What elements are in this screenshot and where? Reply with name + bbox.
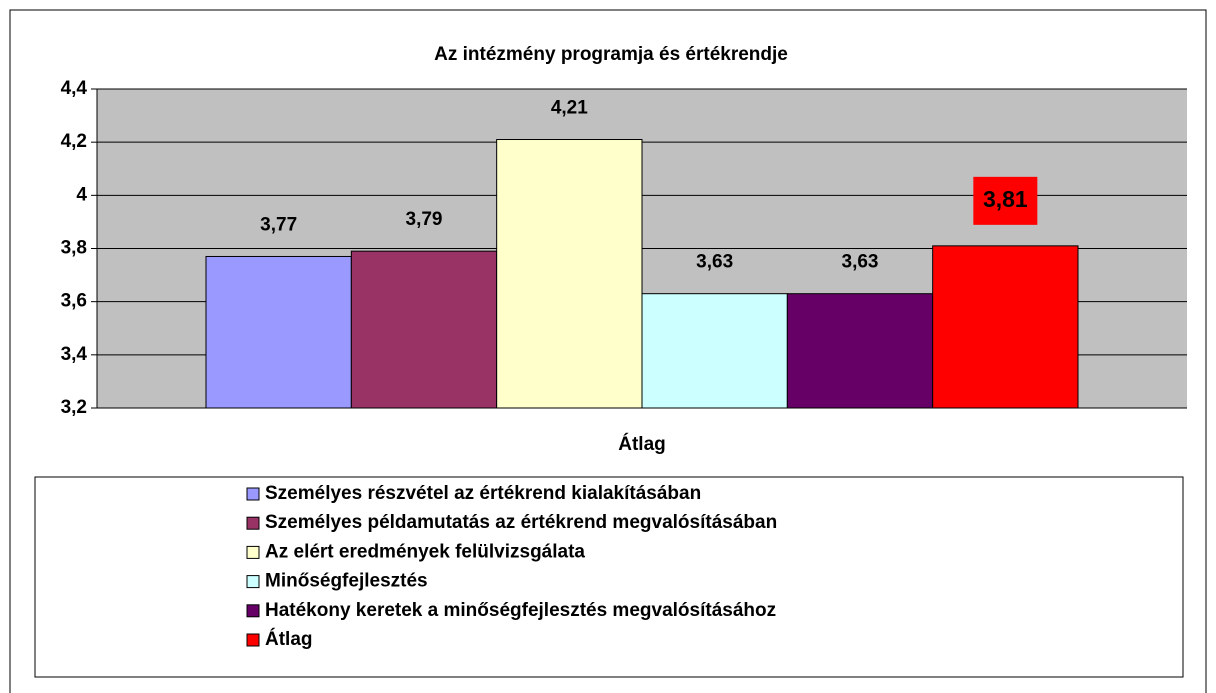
bar [496, 139, 643, 409]
data-label: 4,21 [551, 98, 588, 119]
y-tick-label: 4,2 [61, 131, 87, 152]
y-tick-label: 3,6 [61, 291, 87, 312]
bar [350, 250, 498, 409]
bar [641, 293, 788, 409]
data-label: 3,63 [696, 252, 733, 273]
legend-marker [246, 633, 260, 647]
data-label: 3,81 [983, 186, 1028, 212]
data-label: 3,77 [260, 214, 297, 235]
y-tick-label: 3,4 [61, 344, 88, 365]
y-tick-label: 4 [76, 184, 87, 205]
legend-box [34, 476, 1184, 678]
legend-marker [246, 545, 260, 559]
y-tick-label: 3,8 [61, 238, 87, 259]
data-label: 3,63 [842, 252, 879, 273]
chart-title: Az intézmény programja és értékrendje [434, 44, 788, 65]
legend-label: Személyes részvétel az értékrend kialakí… [265, 483, 701, 504]
data-label-background [973, 176, 1038, 225]
legend-label: Hatékony keretek a minőségfejlesztés meg… [265, 600, 776, 621]
legend-marker [246, 487, 260, 501]
x-tick-label: Átlag [618, 433, 666, 455]
legend-label: Személyes példamutatás az értékrend megv… [265, 512, 777, 533]
bar [205, 255, 352, 409]
legend-label: Minőségfejlesztés [265, 571, 428, 592]
data-label: 3,79 [406, 209, 443, 230]
legend-label: Az elért eredmények felülvizsgálata [265, 541, 585, 562]
bar [932, 245, 1079, 409]
legend-marker [246, 575, 260, 589]
legend-marker [246, 516, 260, 530]
y-tick-label: 3,2 [61, 397, 87, 418]
y-tick-label: 4,4 [61, 78, 88, 99]
legend-marker [246, 604, 260, 618]
bar [786, 293, 934, 409]
legend-label: Átlag [265, 628, 313, 650]
